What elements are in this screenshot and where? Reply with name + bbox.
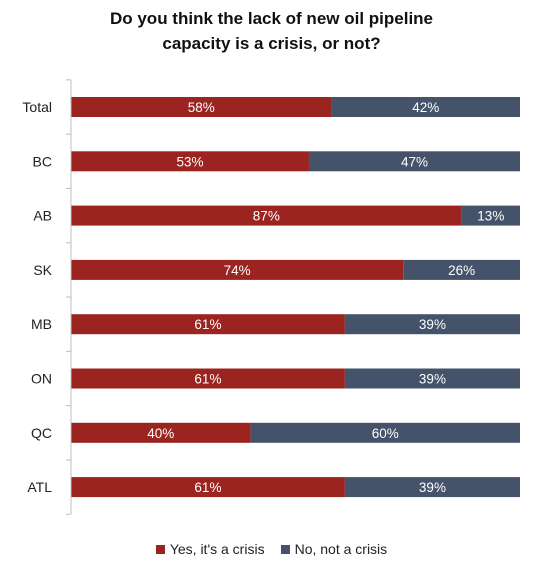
legend-item-yes: Yes, it's a crisis xyxy=(155,541,265,557)
bar-sk-no xyxy=(403,259,520,280)
data-label-sk-yes: 74% xyxy=(224,263,251,278)
category-label-ab: AB xyxy=(33,208,52,224)
legend: Yes, it's a crisis No, not a crisis xyxy=(0,541,543,557)
data-label-bc-no: 47% xyxy=(401,154,428,169)
legend-swatch-yes xyxy=(155,544,165,554)
category-label-atl: ATL xyxy=(27,479,52,495)
bar-total-no xyxy=(331,97,520,117)
bar-mb-no xyxy=(344,314,520,335)
bar-total-yes xyxy=(71,97,332,117)
data-label-mb-yes: 61% xyxy=(194,317,221,332)
bar-on-no xyxy=(344,368,520,389)
bar-on-yes xyxy=(71,368,345,389)
bar-sk-yes xyxy=(71,259,404,280)
category-label-bc: BC xyxy=(33,153,52,169)
chart-title: Do you think the lack of new oil pipelin… xyxy=(0,6,543,56)
bar-bc-no xyxy=(308,151,520,172)
data-label-on-yes: 61% xyxy=(194,372,221,387)
data-label-total-no: 42% xyxy=(412,100,439,115)
bar-atl-no xyxy=(344,477,520,498)
data-label-total-yes: 58% xyxy=(188,100,215,115)
data-label-ab-no: 13% xyxy=(477,209,504,224)
category-label-qc: QC xyxy=(31,425,52,441)
data-label-atl-yes: 61% xyxy=(194,480,221,495)
category-label-mb: MB xyxy=(31,316,52,332)
legend-label-no: No, not a crisis xyxy=(294,541,388,557)
data-label-sk-no: 26% xyxy=(448,263,475,278)
data-label-qc-yes: 40% xyxy=(147,426,174,441)
bar-mb-yes xyxy=(71,314,345,335)
category-label-total: Total xyxy=(22,99,52,115)
data-label-bc-yes: 53% xyxy=(176,154,203,169)
legend-swatch-no xyxy=(280,544,290,554)
legend-item-no: No, not a crisis xyxy=(280,541,388,557)
bar-qc-no xyxy=(250,422,520,443)
bar-ab-no xyxy=(461,205,520,226)
chart-title-line-2: capacity is a crisis, or not? xyxy=(162,34,381,53)
category-label-on: ON xyxy=(31,371,52,387)
data-label-ab-yes: 87% xyxy=(253,209,280,224)
data-label-on-no: 39% xyxy=(419,372,446,387)
chart-title-line-1: Do you think the lack of new oil pipelin… xyxy=(109,9,434,28)
data-label-mb-no: 39% xyxy=(419,317,446,332)
bar-bc-yes xyxy=(71,151,309,172)
bar-ab-yes xyxy=(71,205,462,226)
category-label-sk: SK xyxy=(33,262,52,278)
bar-atl-yes xyxy=(71,477,345,498)
data-label-atl-no: 39% xyxy=(419,480,446,495)
legend-label-yes: Yes, it's a crisis xyxy=(169,541,265,557)
data-label-qc-no: 60% xyxy=(372,426,399,441)
bar-qc-yes xyxy=(71,422,251,443)
